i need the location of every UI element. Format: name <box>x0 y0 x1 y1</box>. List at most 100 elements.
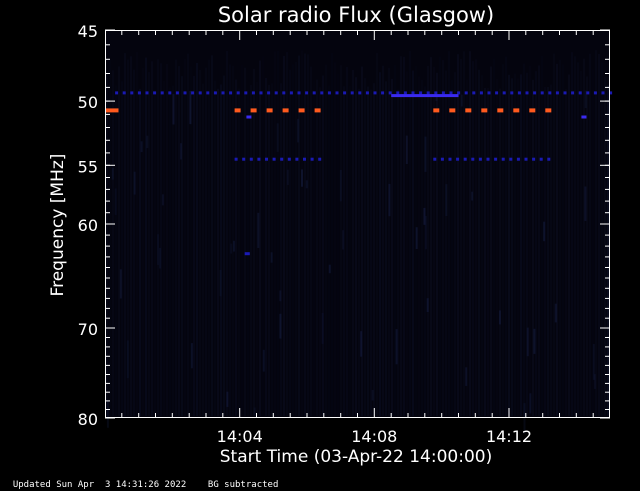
band-49.4MHz-segment <box>343 91 347 95</box>
band-54.5MHz-a-segment <box>242 157 246 161</box>
band-49.4MHz-segment <box>320 91 324 95</box>
band-49.4MHz-segment <box>160 91 164 95</box>
band-49.4MHz-segment <box>137 91 141 95</box>
band-49.4MHz-segment <box>403 91 407 95</box>
band-50.7MHz-c-segment <box>449 108 456 113</box>
band-49.4MHz-segment <box>571 91 575 95</box>
band-50.7MHz-c-segment <box>529 108 536 113</box>
band-49.4MHz-segment <box>593 91 597 95</box>
band-50.7MHz-b-segment <box>314 108 321 113</box>
band-49.4MHz-segment <box>578 91 582 95</box>
band-49.4MHz-segment <box>153 91 157 95</box>
band-49.4MHz-segment <box>122 91 126 95</box>
band-50.7MHz-b-segment <box>266 108 273 113</box>
band-50.7MHz-c-segment <box>481 108 488 113</box>
band-49.4MHz-segment <box>434 91 438 95</box>
band-49.4MHz-segment <box>358 91 362 95</box>
band-49.4MHz-segment <box>198 91 202 95</box>
band-49.4MHz-segment <box>130 91 134 95</box>
band-49.4MHz-segment <box>335 91 339 95</box>
band-49.4MHz-segment <box>510 91 514 95</box>
band-54.5MHz-b-segment <box>516 157 520 161</box>
band-50.7MHz-b-segment <box>298 108 305 113</box>
band-49.4MHz-segment <box>274 91 278 95</box>
band-49.4MHz-segment <box>213 91 217 95</box>
band-49.4MHz-segment <box>419 91 423 95</box>
band-54.5MHz-a-segment <box>280 157 284 161</box>
band-50.7MHz-c-segment <box>465 108 472 113</box>
x-tick-label: 14:12 <box>486 427 532 446</box>
band-54.5MHz-b-segment <box>539 157 543 161</box>
spectrogram-chart: 14:04 14:08 14:12 45 50 55 60 70 80 Solar radio … <box>48 3 613 467</box>
blip-51.2MHz-late <box>581 115 587 119</box>
x-tick-label: 14:08 <box>351 427 397 446</box>
band-49.4MHz-segment <box>487 91 491 95</box>
band-49.4MHz-segment <box>305 91 309 95</box>
band-49.4MHz-segment <box>441 91 445 95</box>
y-tick-label: 55 <box>78 157 98 176</box>
band-50.7MHz-c-segment <box>545 108 552 113</box>
emission-features <box>105 91 613 256</box>
band-54.5MHz-b-segment <box>501 157 505 161</box>
band-49.4MHz-segment <box>206 91 210 95</box>
band-49.4MHz-segment <box>563 91 567 95</box>
band-54.5MHz-a-segment <box>257 157 261 161</box>
band-54.5MHz-a-segment <box>295 157 299 161</box>
chart-title: Solar radio Flux (Glasgow) <box>218 3 494 27</box>
band-49.4MHz-segment <box>555 91 559 95</box>
band-54.5MHz-b-segment <box>524 157 528 161</box>
band-50.7MHz-c-segment <box>497 108 504 113</box>
band-49.4MHz-segment <box>221 91 225 95</box>
band-49.4MHz-segment <box>168 91 172 95</box>
y-tick-label: 70 <box>78 320 98 339</box>
band-49.4MHz-segment <box>517 91 521 95</box>
band-49.4MHz-segment <box>259 91 263 95</box>
band-49.4MHz-segment <box>457 91 461 95</box>
band-49.4MHz-segment <box>525 91 529 95</box>
x-axis-label: Start Time (03-Apr-22 14:00:00) <box>220 447 492 467</box>
band-49.4MHz-segment <box>479 91 483 95</box>
band-49.4MHz-continuous <box>391 94 459 98</box>
band-49.4MHz-segment <box>244 91 248 95</box>
band-49.4MHz-segment <box>381 91 385 95</box>
band-49.4MHz-segment <box>502 91 506 95</box>
plot-area <box>105 30 610 418</box>
band-49.4MHz-segment <box>236 91 240 95</box>
band-54.5MHz-b-segment <box>532 157 536 161</box>
band-54.5MHz-b-segment <box>494 157 498 161</box>
band-49.4MHz-segment <box>586 91 590 95</box>
updated-timestamp: Updated Sun Apr 3 14:31:26 2022 <box>12 480 187 490</box>
band-54.5MHz-a-segment <box>303 157 306 161</box>
band-49.4MHz-segment <box>229 91 233 95</box>
band-49.4MHz-segment <box>464 91 468 95</box>
blip-62.7MHz <box>244 252 250 256</box>
band-49.4MHz-segment <box>548 91 552 95</box>
band-50.7MHz-b-segment <box>250 108 257 113</box>
y-tick-label: 80 <box>78 410 98 429</box>
band-50.7MHz-b-segment <box>234 108 241 113</box>
band-54.5MHz-a-segment <box>234 157 238 161</box>
band-49.4MHz-segment <box>251 91 255 95</box>
band-54.5MHz-a-segment <box>287 157 291 161</box>
band-49.4MHz-segment <box>267 91 271 95</box>
y-tick-label: 45 <box>78 22 98 41</box>
plot-noise-texture <box>106 50 609 434</box>
band-50.7MHz-c-segment <box>433 108 440 113</box>
band-49.4MHz-segment <box>350 91 354 95</box>
plot-background <box>105 30 610 418</box>
band-49.4MHz-segment <box>388 91 392 95</box>
y-axis-label: Frequency [MHz] <box>48 154 68 297</box>
band-54.5MHz-b-segment <box>448 157 452 161</box>
band-54.5MHz-a-segment <box>249 157 253 161</box>
bg-subtracted-note: BG subtracted <box>207 480 279 490</box>
footer-status: Updated Sun Apr 3 14:31:26 2022 BG subtr… <box>2 469 279 491</box>
band-49.4MHz-segment <box>282 91 286 95</box>
band-54.5MHz-a-segment <box>272 157 276 161</box>
band-49.4MHz-segment <box>365 91 369 95</box>
band-54.5MHz-b-segment <box>547 157 551 161</box>
band-54.5MHz-b-segment <box>509 157 513 161</box>
band-50.7MHz-c-segment <box>513 108 520 113</box>
band-49.4MHz-segment <box>115 91 119 95</box>
band-49.4MHz-segment <box>426 91 430 95</box>
band-49.4MHz-segment <box>533 91 537 95</box>
